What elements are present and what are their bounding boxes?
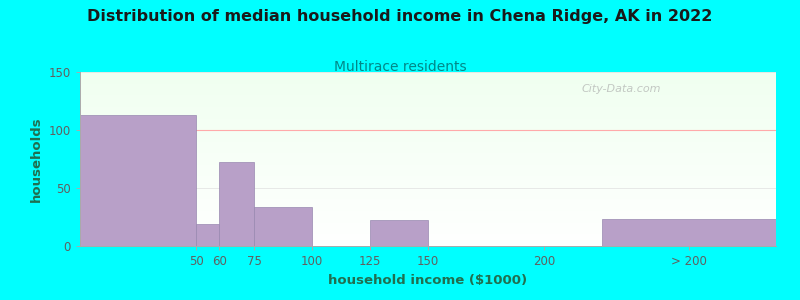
Text: Multirace residents: Multirace residents (334, 60, 466, 74)
Text: City-Data.com: City-Data.com (581, 84, 661, 94)
X-axis label: household income ($1000): household income ($1000) (329, 274, 527, 286)
Bar (219, 163, 254, 246)
Bar (196, 224, 219, 246)
Bar (80, 115, 196, 246)
Text: Distribution of median household income in Chena Ridge, AK in 2022: Distribution of median household income … (87, 9, 713, 24)
Bar (370, 220, 428, 246)
Bar (602, 219, 776, 246)
Bar (254, 207, 312, 246)
Y-axis label: households: households (30, 116, 43, 202)
